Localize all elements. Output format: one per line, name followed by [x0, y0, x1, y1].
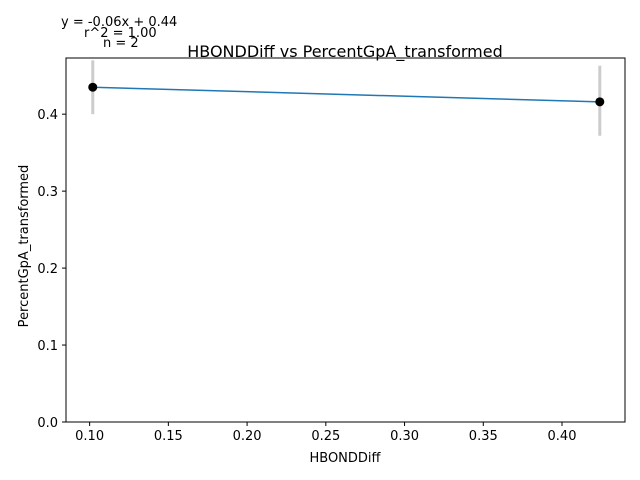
y-tick-label: 0.2 [37, 262, 58, 277]
fit-line [92, 86, 600, 103]
data-point [88, 82, 98, 92]
x-tick-label: 0.30 [390, 429, 419, 444]
x-axis: 0.10 0.15 0.20 0.25 0.30 0.35 0.40 [75, 422, 576, 444]
x-tick-label: 0.35 [469, 429, 498, 444]
y-axis: 0.0 0.1 0.2 0.3 0.4 [37, 108, 66, 431]
plot-area [88, 60, 605, 136]
y-tick-label: 0.4 [37, 108, 58, 123]
y-tick-label: 0.3 [37, 185, 58, 200]
x-axis-label: HBONDDiff [309, 451, 381, 466]
y-tick-label: 0.0 [37, 416, 58, 431]
x-tick-label: 0.20 [233, 429, 262, 444]
equation-annotation: y = -0.06x + 0.44 [61, 15, 177, 30]
plot-frame [65, 57, 626, 423]
data-point [595, 97, 605, 107]
x-tick-label: 0.25 [311, 429, 340, 444]
annotations: y = -0.06x + 0.44 r^2 = 1.00 n = 2 [61, 15, 177, 51]
r2-annotation: r^2 = 1.00 [84, 26, 157, 41]
x-tick-label: 0.10 [75, 429, 104, 444]
y-tick-label: 0.1 [37, 339, 58, 354]
x-tick-label: 0.40 [548, 429, 577, 444]
x-tick-label: 0.15 [154, 429, 183, 444]
n-annotation: n = 2 [103, 36, 139, 51]
y-axis-label: PercentGpA_transformed [17, 165, 32, 328]
chart-title: HBONDDiff vs PercentGpA_transformed [187, 42, 503, 62]
